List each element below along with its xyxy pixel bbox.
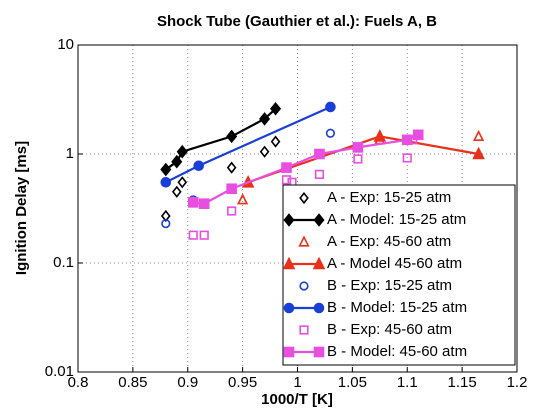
legend-label: A - Model: 15-25 atm — [327, 211, 466, 228]
legend-marker — [298, 235, 310, 247]
x-tick-label: 1 — [293, 374, 301, 391]
legend-marker — [313, 213, 325, 227]
series-line — [165, 105, 331, 184]
marker — [188, 230, 198, 240]
marker — [171, 185, 182, 198]
marker — [227, 206, 237, 216]
legend: A - Exp: 15-25 atm A - Model: 15-25 atm A … — [282, 184, 516, 366]
legend-label: A - Model 45-60 atm — [327, 255, 462, 272]
marker — [401, 134, 413, 146]
marker — [226, 183, 237, 195]
x-tick-label: 0.85 — [118, 374, 147, 391]
legend-marker — [283, 302, 295, 314]
marker — [325, 128, 336, 138]
x-axis-label: 1000/T [K] — [261, 391, 333, 408]
y-tick-label: 0.01 — [45, 363, 74, 380]
x-tick-label: 0.9 — [177, 374, 198, 391]
legend-box — [282, 184, 516, 366]
marker — [259, 112, 271, 126]
legend-marker — [299, 191, 309, 205]
marker — [352, 142, 364, 153]
marker — [160, 162, 172, 177]
y-axis-label: Ignition Delay [ms] — [13, 141, 30, 275]
legend-label: B - Exp: 45-60 atm — [327, 321, 452, 338]
marker — [412, 129, 424, 141]
legend-label: B - Exp: 15-25 atm — [327, 277, 452, 294]
marker — [171, 154, 183, 169]
marker — [314, 148, 325, 160]
x-tick-label: 1.15 — [448, 374, 477, 391]
chart-title: Shock Tube (Gauthier et al.): Fuels A, B — [157, 13, 437, 30]
marker — [237, 193, 249, 205]
x-tick-label: 0.8 — [68, 374, 89, 391]
marker — [281, 175, 292, 185]
marker — [198, 198, 210, 209]
x-tick-label: 1.05 — [338, 374, 367, 391]
marker — [472, 146, 485, 160]
marker — [160, 177, 172, 188]
marker — [373, 129, 387, 142]
legend-marker — [282, 256, 296, 270]
legend-marker — [299, 325, 309, 335]
marker — [353, 154, 363, 164]
marker — [325, 101, 336, 113]
x-tick-label: 1.1 — [397, 374, 418, 391]
marker — [270, 135, 281, 148]
marker — [161, 218, 171, 229]
marker — [270, 102, 282, 116]
legend-marker — [299, 281, 309, 291]
legend-label: B - Model: 15-25 atm — [327, 299, 467, 316]
legend-marker — [283, 213, 295, 227]
y-tick-label: 10 — [57, 36, 74, 53]
marker — [226, 161, 237, 174]
marker — [187, 197, 199, 208]
marker — [472, 129, 485, 142]
marker — [193, 160, 205, 172]
marker — [226, 129, 238, 144]
marker — [199, 230, 209, 240]
legend-label: A - Exp: 45-60 atm — [327, 233, 451, 250]
x-tick-label: 1.2 — [507, 374, 528, 391]
y-tick-label: 1 — [66, 145, 74, 162]
marker — [314, 169, 325, 179]
legend-label: B - Model: 45-60 atm — [327, 343, 467, 360]
marker — [281, 162, 292, 173]
legend-marker — [313, 346, 325, 358]
legend-label: A - Exp: 15-25 atm — [327, 189, 451, 206]
legend-marker — [312, 256, 326, 270]
marker — [160, 209, 171, 223]
marker — [402, 153, 412, 163]
legend-marker — [313, 302, 325, 314]
legend-marker — [283, 346, 295, 358]
y-tick-label: 0.1 — [53, 254, 74, 271]
plot-frame — [77, 44, 518, 373]
marker — [176, 144, 188, 159]
marker — [177, 176, 188, 189]
x-tick-label: 0.95 — [228, 374, 257, 391]
marker — [259, 145, 270, 158]
